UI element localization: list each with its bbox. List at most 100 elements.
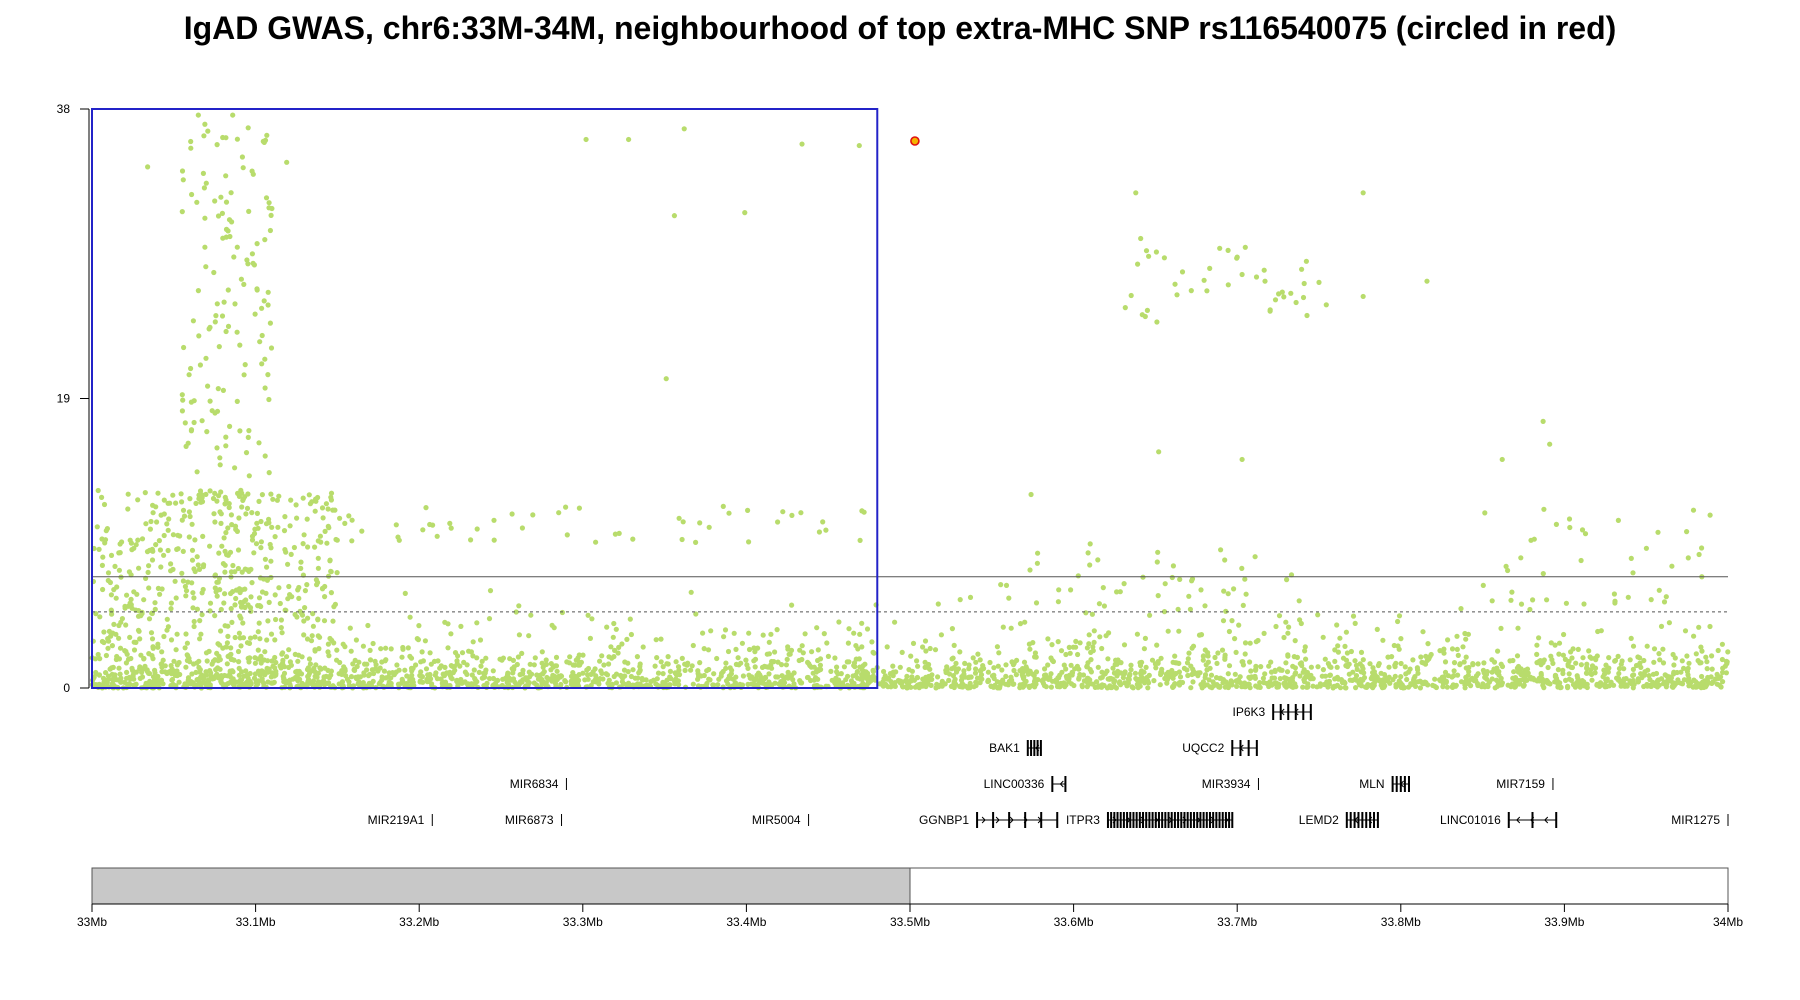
snp-point (1076, 676, 1082, 682)
strand-arrow (1112, 816, 1117, 824)
snp-point (1465, 631, 1471, 637)
gene-exon (1126, 812, 1129, 828)
snp-point (300, 495, 306, 501)
snp-point (862, 669, 868, 675)
gene-linc01016: LINC01016 (1440, 812, 1558, 828)
snp-point (1089, 611, 1095, 617)
snp-point (1299, 266, 1305, 272)
snp-point (516, 603, 522, 609)
snp-point (673, 659, 679, 665)
snp-point (761, 676, 767, 682)
snp-point (1006, 595, 1012, 601)
snp-point (1360, 657, 1366, 663)
snp-point (212, 585, 218, 591)
snp-point (425, 678, 431, 685)
y-tick-label: 0 (63, 681, 70, 695)
snp-point (180, 507, 187, 513)
snp-point (1128, 667, 1134, 673)
snp-point (1202, 603, 1208, 609)
snp-point (276, 493, 282, 499)
snp-point (995, 663, 1001, 669)
snp-point (1672, 655, 1678, 661)
snp-point (352, 657, 358, 664)
snp-point (186, 509, 192, 515)
snp-point (239, 569, 245, 575)
snp-point (183, 588, 190, 594)
snp-point (1023, 678, 1029, 685)
snp-point (1056, 587, 1062, 593)
snp-point (1225, 671, 1231, 677)
snp-point (273, 671, 279, 677)
snp-point (273, 616, 279, 623)
snp-point (1660, 646, 1666, 652)
snp-point (1105, 676, 1111, 682)
snp-point (219, 210, 225, 216)
snp-point (567, 654, 573, 660)
snp-point (146, 585, 152, 591)
snp-point (370, 640, 376, 647)
snp-point (1231, 586, 1237, 592)
gene-exon (1309, 704, 1312, 720)
snp-point (925, 664, 931, 670)
snp-point (1215, 650, 1221, 656)
snp-point (1441, 674, 1447, 680)
snp-point (283, 680, 289, 686)
snp-point (1503, 563, 1509, 570)
snp-point (162, 663, 168, 669)
strand-arrow (1023, 816, 1028, 824)
snp-point (908, 653, 914, 659)
snp-point (500, 655, 506, 661)
snp-point (1427, 654, 1433, 660)
strand-arrow (1368, 816, 1373, 824)
snp-point (146, 670, 152, 676)
snp-point (265, 618, 271, 624)
snp-point (985, 669, 992, 675)
snp-point (613, 626, 619, 632)
snp-point (1455, 652, 1461, 659)
snp-point (220, 387, 226, 393)
snp-point (1113, 685, 1119, 691)
snp-point (208, 670, 214, 676)
snp-point (247, 635, 254, 641)
snp-point (191, 623, 197, 630)
snp-point (239, 154, 245, 160)
snp-point (379, 659, 385, 665)
snp-point (1086, 641, 1092, 647)
snp-point (1671, 662, 1677, 668)
gene-exon (1205, 812, 1208, 828)
snp-point (619, 641, 625, 647)
snp-point (1378, 670, 1384, 676)
snp-point (202, 121, 208, 127)
snp-point (217, 455, 223, 461)
snp-point (737, 681, 743, 687)
snp-point (505, 672, 511, 678)
snp-point (1179, 269, 1186, 275)
snp-point (207, 608, 213, 614)
snp-point (1137, 678, 1144, 685)
snp-point (242, 362, 248, 368)
snp-point (232, 569, 238, 575)
snp-point (235, 648, 242, 655)
snp-point (1069, 670, 1076, 676)
snp-point (324, 540, 330, 546)
snp-point (790, 677, 796, 683)
snp-point (1045, 636, 1051, 642)
snp-point (261, 298, 267, 304)
snp-point (634, 654, 641, 660)
snp-point (331, 640, 337, 646)
snp-point (150, 644, 156, 650)
snp-point (1714, 671, 1720, 677)
snp-point (1282, 683, 1288, 689)
snp-point (287, 523, 293, 529)
snp-point (553, 654, 560, 661)
snp-point (492, 680, 499, 687)
snp-point (252, 526, 258, 532)
snp-point (1133, 190, 1139, 196)
snp-point (1022, 619, 1028, 625)
snp-point (201, 676, 207, 682)
snp-point (127, 634, 133, 641)
snp-point (305, 673, 311, 680)
snp-point (745, 681, 751, 688)
strand-arrow (1516, 816, 1521, 824)
snp-point (1268, 669, 1275, 675)
